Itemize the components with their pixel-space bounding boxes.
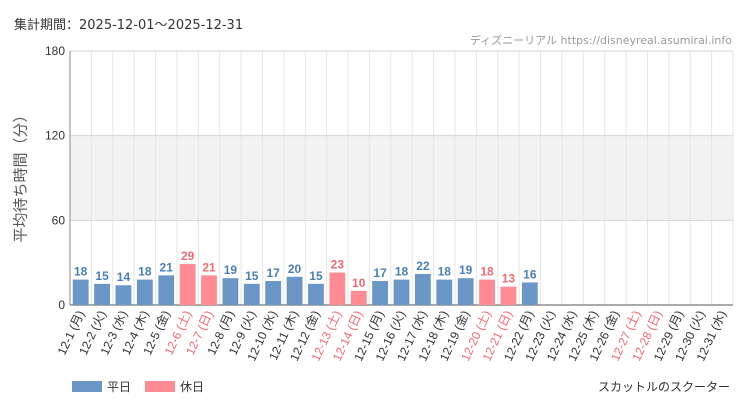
bar-value-label: 14 bbox=[117, 270, 131, 284]
bar-value-label: 29 bbox=[181, 249, 195, 263]
bar-value-label: 18 bbox=[395, 265, 409, 279]
bar bbox=[286, 276, 303, 305]
bar-value-label: 23 bbox=[331, 258, 345, 272]
legend-label-weekday: 平日 bbox=[107, 380, 132, 394]
bar bbox=[521, 282, 538, 305]
shaded-band bbox=[70, 135, 733, 221]
bar bbox=[308, 283, 324, 305]
source-label: ディズニーリアル https://disneyreal.asumirai.inf… bbox=[469, 34, 732, 47]
attraction-name: スカットルのスクーター bbox=[597, 380, 730, 394]
y-tick-label: 0 bbox=[58, 298, 65, 312]
bar bbox=[479, 279, 495, 305]
bar-value-label: 18 bbox=[438, 265, 452, 279]
bar bbox=[179, 264, 196, 305]
bar bbox=[72, 279, 89, 305]
bar bbox=[158, 275, 175, 305]
bar-value-label: 15 bbox=[95, 269, 109, 283]
bar-value-label: 17 bbox=[373, 266, 387, 280]
bar bbox=[457, 278, 474, 305]
bar-value-label: 18 bbox=[480, 265, 494, 279]
bar bbox=[222, 278, 239, 305]
bar bbox=[372, 281, 389, 305]
bar bbox=[329, 272, 346, 305]
bar-value-label: 19 bbox=[459, 263, 473, 277]
legend-item-holiday: 休日 bbox=[145, 378, 204, 395]
bar-value-label: 18 bbox=[138, 265, 152, 279]
bar-value-label: 20 bbox=[288, 262, 302, 276]
bar bbox=[265, 281, 282, 305]
bar bbox=[201, 275, 217, 305]
bar bbox=[393, 279, 410, 305]
legend-swatch-weekday bbox=[72, 381, 102, 392]
bar-value-label: 15 bbox=[245, 269, 259, 283]
bar bbox=[414, 273, 431, 305]
bar bbox=[243, 283, 260, 305]
bar-value-label: 18 bbox=[74, 265, 88, 279]
bar bbox=[436, 279, 453, 305]
legend-label-holiday: 休日 bbox=[180, 380, 205, 394]
y-tick-label: 180 bbox=[45, 44, 65, 58]
legend-item-weekday: 平日 bbox=[72, 378, 131, 395]
period-label: 集計期間：2025-12-01～2025-12-31 bbox=[14, 18, 244, 33]
bar bbox=[94, 283, 110, 305]
bar-value-label: 16 bbox=[523, 267, 537, 281]
bar bbox=[350, 290, 367, 305]
bar-value-label: 19 bbox=[224, 263, 238, 277]
bar-value-label: 21 bbox=[160, 260, 174, 274]
legend-swatch-holiday bbox=[145, 381, 176, 392]
bar-value-label: 21 bbox=[202, 260, 216, 274]
bar bbox=[500, 286, 517, 305]
bar bbox=[136, 279, 153, 305]
bar-value-label: 17 bbox=[266, 266, 280, 280]
y-tick-label: 60 bbox=[52, 213, 66, 227]
y-tick-label: 120 bbox=[45, 129, 65, 143]
bar-value-label: 15 bbox=[309, 269, 323, 283]
bar-value-label: 10 bbox=[352, 276, 366, 290]
bar bbox=[115, 285, 132, 305]
legend: 平日 休日 bbox=[72, 378, 204, 395]
bar-value-label: 22 bbox=[416, 259, 430, 273]
bar-value-label: 13 bbox=[502, 272, 516, 286]
